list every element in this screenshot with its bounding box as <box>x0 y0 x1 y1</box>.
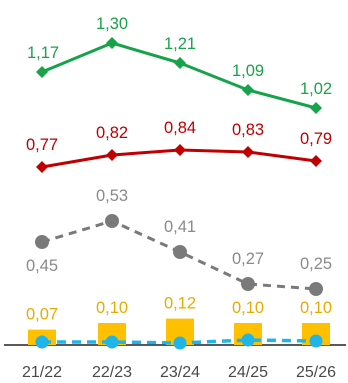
data-label: 0,79 <box>300 130 332 148</box>
bar-data-label: 0,10 <box>96 299 128 317</box>
x-tick-label: 23/24 <box>160 364 200 381</box>
series-0-point <box>174 57 186 69</box>
series-0-point <box>242 84 254 96</box>
bar-data-label: 0,12 <box>164 295 196 313</box>
bar-25/26 <box>302 323 330 345</box>
data-label: 1,02 <box>300 80 332 98</box>
series-2-point <box>241 277 255 291</box>
data-label: 0,83 <box>232 121 264 139</box>
labels-layer: 1,17 1,30 1,21 1,09 1,02 0,77 0,82 0,84 0,83 0,79… <box>26 15 332 324</box>
series-2-point <box>35 235 49 249</box>
data-label: 0,53 <box>96 187 128 205</box>
bar-data-label: 0,10 <box>232 299 264 317</box>
series-1-point <box>242 146 254 158</box>
lines-layer <box>35 37 323 350</box>
x-tick-label: 24/25 <box>228 364 268 381</box>
data-label: 0,27 <box>232 250 264 268</box>
series-2-point <box>105 214 119 228</box>
series-0-point <box>106 37 118 49</box>
series-1-point <box>36 161 48 173</box>
data-label: 1,30 <box>96 15 128 33</box>
series-4-point <box>35 335 49 349</box>
data-label: 1,21 <box>164 35 196 53</box>
data-label: 1,09 <box>232 62 264 80</box>
series-4-point <box>309 334 323 348</box>
series-1-point <box>106 149 118 161</box>
series-4-point <box>241 333 255 347</box>
series-2-point <box>173 245 187 259</box>
data-label: 0,77 <box>26 136 58 154</box>
data-label: 1,17 <box>27 44 59 62</box>
series-1-point <box>174 144 186 156</box>
data-label: 0,84 <box>164 119 196 137</box>
series-0-point <box>310 102 322 114</box>
x-tick-label: 25/26 <box>296 364 336 381</box>
data-label: 0,25 <box>300 255 332 273</box>
x-tick-label: 22/23 <box>92 364 132 381</box>
series-4-point <box>173 336 187 350</box>
bar-data-label: 0,07 <box>26 306 58 324</box>
data-label: 0,41 <box>164 218 196 236</box>
ticks-layer: 21/22 22/23 23/24 24/25 25/26 <box>22 364 336 381</box>
data-label: 0,82 <box>96 124 128 142</box>
bar-data-label: 0,10 <box>300 299 332 317</box>
series-1-point <box>310 155 322 167</box>
bar-22/23 <box>98 323 126 345</box>
x-tick-label: 21/22 <box>22 364 62 381</box>
series-0-point <box>36 66 48 78</box>
series-2-point <box>309 282 323 296</box>
series-4-point <box>105 335 119 349</box>
data-label: 0,45 <box>26 257 58 275</box>
